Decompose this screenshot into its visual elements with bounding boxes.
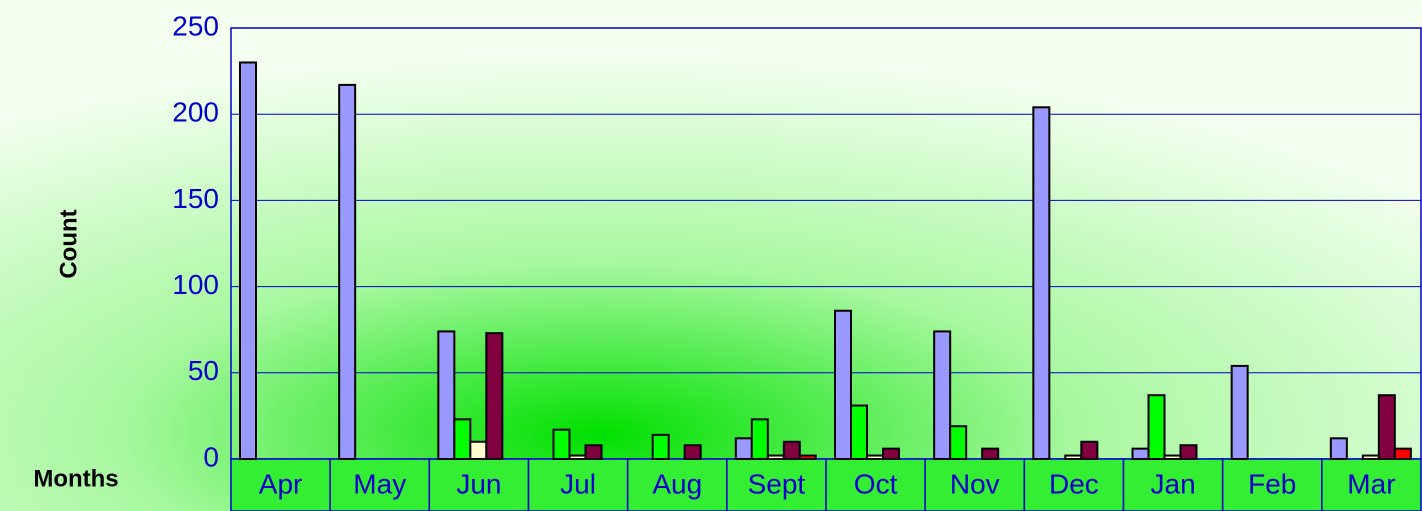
y-tick-label: 250 [172,10,219,41]
bar [453,418,472,460]
x-tick-label: Sept [748,468,806,499]
y-tick-label: 100 [172,269,219,300]
bar [933,330,952,461]
x-tick-label: Apr [259,468,303,499]
category-box [726,458,827,511]
bar [437,330,456,461]
x-tick-label: Mar [1347,468,1395,499]
bar [866,454,884,461]
category-box [626,458,728,511]
bar [1080,440,1099,461]
bar [1032,106,1051,461]
bar [1361,454,1380,461]
category-box [1321,458,1422,511]
bar [1393,447,1412,461]
y-axis-label: Count [55,209,82,278]
x-tick-label: Jul [560,468,596,499]
x-tick-label: Feb [1248,468,1296,499]
bar [1131,447,1150,461]
x-axis-label: Months [33,465,118,492]
bar [1147,394,1166,461]
bar [782,440,801,461]
bar [584,444,603,461]
bar [1179,444,1198,461]
bar [1230,364,1249,460]
bar [651,433,670,461]
category-box [428,458,530,511]
bar [834,309,852,460]
bar [469,440,488,461]
bar [734,437,753,461]
bar [766,454,785,461]
x-tick-label: Aug [652,468,702,499]
bar [750,418,769,460]
x-tick-label: Oct [854,468,898,499]
category-box [230,458,331,511]
bar [552,428,571,460]
category-box [1221,458,1323,511]
bar [1163,454,1182,461]
bar [798,454,817,461]
x-tick-label: Dec [1049,468,1099,499]
bar [1329,437,1348,461]
category-box [329,458,431,511]
bar [949,425,968,460]
y-tick-label: 150 [172,183,219,214]
x-tick-label: Jan [1151,468,1196,499]
bar [485,332,504,461]
bar [568,454,587,461]
bar [338,83,357,460]
y-tick-label: 200 [172,97,219,128]
x-tick-label: Nov [950,468,1000,499]
x-tick-label: May [353,468,406,499]
y-tick-label: 0 [203,441,219,472]
bar [882,447,900,461]
bar [850,404,868,460]
bar [683,444,702,461]
bar [981,447,1000,461]
y-tick-label: 50 [188,355,219,386]
bar [1064,454,1083,461]
bar [239,61,257,460]
x-tick-label: Jun [456,468,501,499]
bar [1377,394,1396,461]
